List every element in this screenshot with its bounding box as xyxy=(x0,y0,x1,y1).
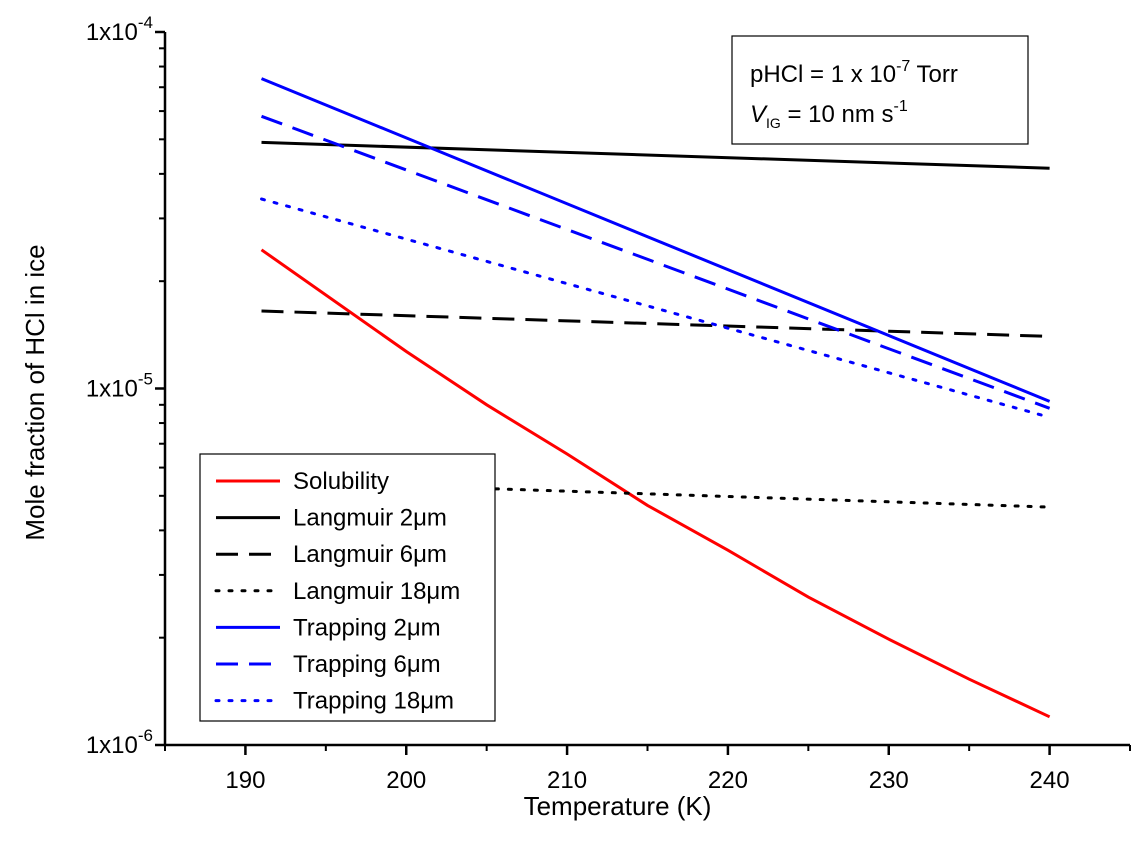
legend-label: Trapping 18μm xyxy=(293,688,454,715)
axes-layer: 190 200 210 220 230 240 1x10-4 1x10-5 1x10-6 Temp… xyxy=(20,13,1131,821)
y-tick-label: 1x10-6 xyxy=(86,726,153,759)
legend-label: Solubility xyxy=(293,468,389,495)
legend-frame xyxy=(199,453,496,722)
y-axis-title: Mole fraction of HCl in ice xyxy=(20,244,50,540)
series-line-6 xyxy=(260,114,1051,410)
legend-label: Langmuir 18μm xyxy=(293,578,460,605)
annotation-pressure: pHCl = 1 x 10-7 Torr xyxy=(750,58,958,88)
series-line-7 xyxy=(260,197,1052,419)
legend: Solubility Langmuir 2μm Langmuir 6μm Langmu… xyxy=(199,453,496,722)
y-tick-label: 1x10-5 xyxy=(86,370,153,403)
series-line-2 xyxy=(261,140,1050,170)
x-axis-title: Temperature (K) xyxy=(524,791,712,821)
series-line-5 xyxy=(260,77,1051,403)
annotation-box: pHCl = 1 x 10-7 Torr VIG = 10 nm s-1 xyxy=(731,35,1029,145)
legend-label: Trapping 2μm xyxy=(293,614,441,641)
x-tick-label: 220 xyxy=(708,767,748,794)
legend-label: Langmuir 2μm xyxy=(293,505,447,532)
x-tick-label: 230 xyxy=(869,767,909,794)
y-tick-label: 1x10-4 xyxy=(86,13,153,46)
legend-label: Langmuir 6μm xyxy=(293,541,447,568)
legend-label: Trapping 6μm xyxy=(293,651,441,678)
x-tick-label: 190 xyxy=(225,767,265,794)
series-line-1 xyxy=(260,248,1051,719)
annotation-frame xyxy=(731,35,1029,145)
x-tick-label: 200 xyxy=(386,767,426,794)
x-tick-label: 210 xyxy=(547,767,587,794)
annotation-velocity: VIG = 10 nm s-1 xyxy=(750,98,908,131)
x-tick-label: 240 xyxy=(1030,767,1070,794)
